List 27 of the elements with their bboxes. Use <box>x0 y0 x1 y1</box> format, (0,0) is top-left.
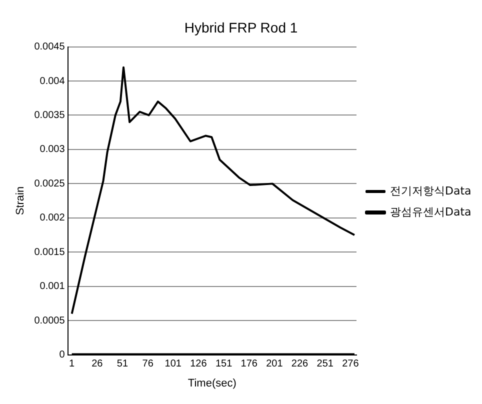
x-tick-label: 251 <box>316 358 334 370</box>
y-axis-title: Strain <box>14 186 27 216</box>
x-axis-title: Time(sec) <box>188 377 236 390</box>
y-tick-label: 0.002 <box>40 212 66 224</box>
x-tick-label: 126 <box>190 358 208 370</box>
x-tick-label: 151 <box>215 358 233 370</box>
y-tick-label: 0.004 <box>40 76 66 87</box>
x-tick-label: 1 <box>69 358 76 370</box>
y-tick-label: 0.0005 <box>34 315 66 326</box>
y-tick-label: 0 <box>59 350 66 361</box>
y-tick-label: 0.001 <box>40 281 66 292</box>
x-tick-label: 26 <box>92 358 104 370</box>
y-tick-label: 0.0045 <box>34 42 66 53</box>
legend-label: 전기저항식Data <box>390 184 472 198</box>
x-tick-label: 101 <box>164 358 182 370</box>
y-tick-label: 0.0035 <box>34 110 66 121</box>
x-tick-label: 51 <box>116 358 128 370</box>
y-tick-label: 0.003 <box>40 144 66 156</box>
x-tick-label: 176 <box>240 358 258 370</box>
x-tick-label: 76 <box>142 358 154 370</box>
x-tick-label: 226 <box>291 358 309 370</box>
y-tick-label: 0.0025 <box>34 178 66 190</box>
legend-label: 광섬유센서Data <box>390 205 472 218</box>
x-tick-label: 201 <box>266 358 284 370</box>
chart-title: Hybrid FRP Rod 1 <box>184 19 298 36</box>
x-tick-label: 276 <box>342 358 360 370</box>
y-tick-label: 0.0015 <box>34 246 66 258</box>
